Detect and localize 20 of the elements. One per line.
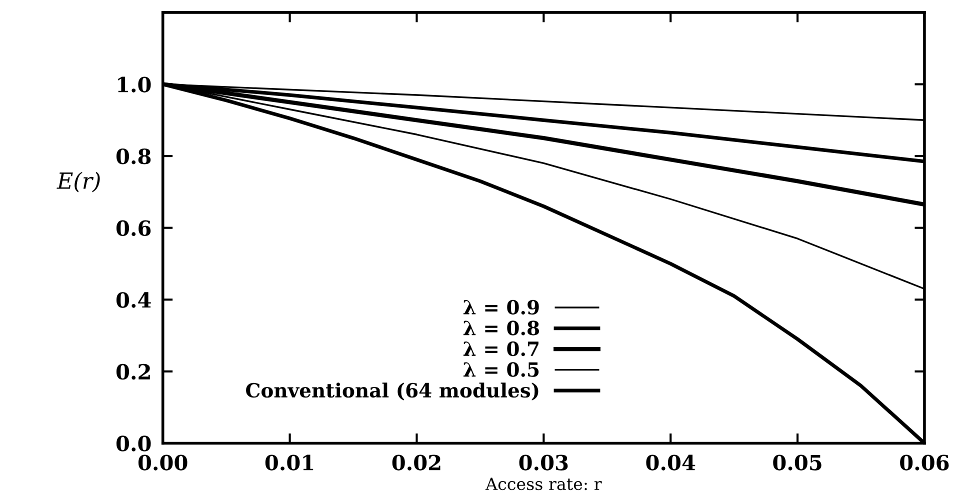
y-tick-label: 0.8 bbox=[116, 148, 151, 164]
y-axis-title: E(r) bbox=[56, 172, 100, 192]
x-tick-label: 0.06 bbox=[900, 454, 949, 470]
legend-label: λ = 0.7 bbox=[463, 341, 538, 356]
y-tick-label: 1.0 bbox=[118, 76, 151, 92]
x-tick-label: 0.05 bbox=[773, 454, 822, 470]
x-tick-label: 0.01 bbox=[265, 454, 314, 470]
legend-label: λ = 0.9 bbox=[463, 300, 539, 315]
x-tick-label: 0.00 bbox=[138, 454, 188, 470]
y-tick-label: 0.0 bbox=[116, 436, 151, 452]
legend-label: Conventional (64 modules) bbox=[246, 382, 538, 400]
x-axis-title: Access rate: r bbox=[485, 478, 602, 490]
y-tick-label: 0.4 bbox=[116, 292, 151, 308]
legend-label: λ = 0.8 bbox=[463, 320, 540, 336]
x-tick-label: 0.02 bbox=[392, 454, 440, 470]
y-tick-label: 0.2 bbox=[116, 364, 150, 380]
legend-label: λ = 0.5 bbox=[463, 362, 539, 377]
x-tick-label: 0.03 bbox=[519, 454, 568, 470]
x-tick-label: 0.04 bbox=[646, 454, 696, 470]
y-tick-label: 0.6 bbox=[116, 220, 151, 236]
